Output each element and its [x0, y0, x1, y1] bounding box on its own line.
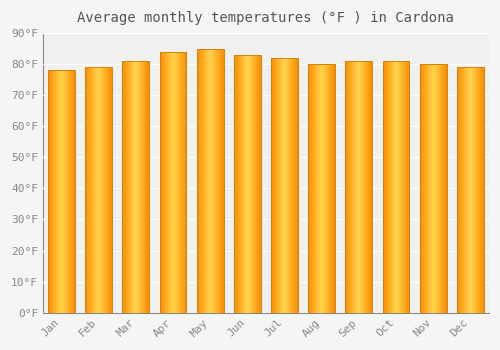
- Bar: [234, 55, 260, 313]
- Bar: [48, 70, 75, 313]
- Bar: [86, 67, 112, 313]
- Title: Average monthly temperatures (°F ) in Cardona: Average monthly temperatures (°F ) in Ca…: [78, 11, 454, 25]
- Bar: [420, 64, 446, 313]
- Bar: [346, 61, 372, 313]
- Bar: [122, 61, 149, 313]
- Bar: [197, 49, 224, 313]
- Bar: [457, 67, 483, 313]
- Bar: [271, 58, 298, 313]
- Bar: [308, 64, 335, 313]
- Bar: [382, 61, 409, 313]
- Bar: [160, 52, 186, 313]
